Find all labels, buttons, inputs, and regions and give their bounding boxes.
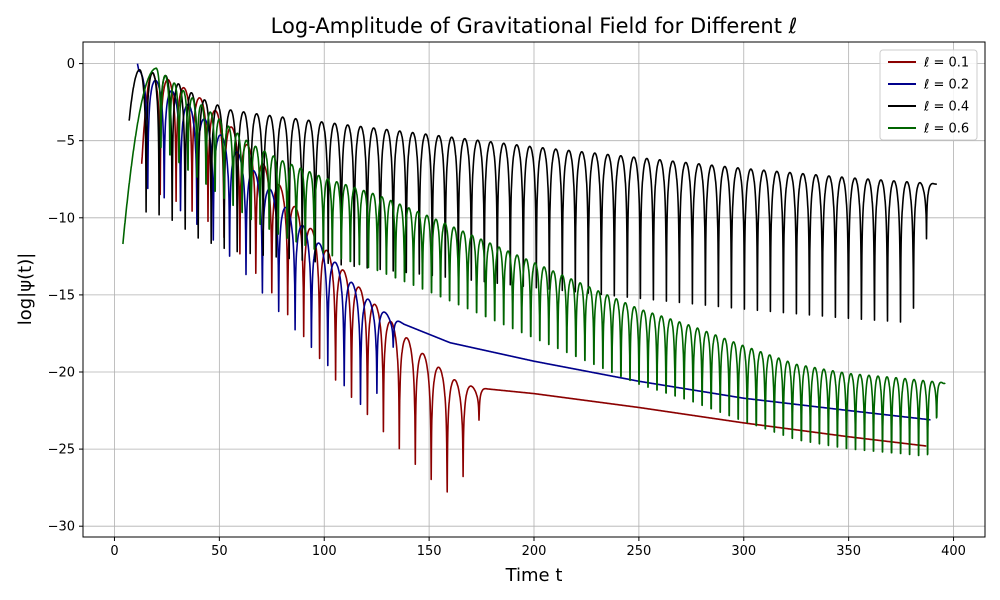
legend-label-2: ℓ = 0.4 — [923, 100, 969, 115]
legend-label-3: ℓ = 0.6 — [923, 122, 969, 137]
legend-label-1: ℓ = 0.2 — [923, 78, 969, 93]
y-tick-label: 0 — [67, 57, 75, 72]
x-tick-label: 250 — [626, 544, 651, 559]
x-tick-label: 0 — [110, 544, 118, 559]
legend: ℓ = 0.1 ℓ = 0.2 ℓ = 0.4 ℓ = 0.6 — [879, 49, 978, 141]
y-tick-label: −20 — [48, 366, 75, 381]
x-tick-label: 100 — [312, 544, 337, 559]
x-tick-label: 300 — [731, 544, 756, 559]
x-tick-label: 350 — [836, 544, 861, 559]
x-axis-label: Time t — [505, 565, 563, 586]
legend-box — [879, 49, 978, 141]
series-line-0 — [140, 72, 927, 493]
x-tick-label: 200 — [522, 544, 547, 559]
legend-label-0: ℓ = 0.1 — [923, 56, 969, 71]
y-axis-label: log|ψ(t)| — [15, 253, 36, 326]
series-layer — [122, 63, 946, 493]
chart-title: Log-Amplitude of Gravitational Field for… — [271, 14, 798, 38]
y-tick-label: −10 — [48, 211, 75, 226]
series-line-2 — [128, 69, 938, 323]
y-tick-label: −15 — [48, 288, 75, 303]
ticks: 0 50 100 150 200 250 300 350 400 0 −5 −10 −15 −20 −25 −… — [48, 57, 966, 559]
x-tick-label: 50 — [211, 544, 228, 559]
x-tick-label: 150 — [417, 544, 442, 559]
y-tick-label: −25 — [48, 443, 75, 458]
x-tick-label: 400 — [941, 544, 966, 559]
series-line-3 — [122, 67, 946, 457]
y-tick-label: −30 — [48, 520, 75, 535]
y-tick-label: −5 — [56, 134, 75, 149]
